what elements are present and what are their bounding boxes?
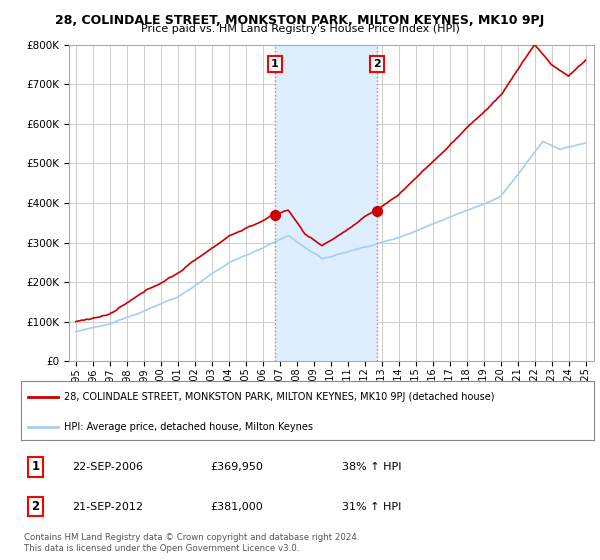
Text: £381,000: £381,000 xyxy=(210,502,263,512)
Text: 2: 2 xyxy=(373,59,381,69)
Text: HPI: Average price, detached house, Milton Keynes: HPI: Average price, detached house, Milt… xyxy=(64,422,313,432)
Text: 1: 1 xyxy=(271,59,279,69)
Text: 21-SEP-2012: 21-SEP-2012 xyxy=(73,502,143,512)
Text: 38% ↑ HPI: 38% ↑ HPI xyxy=(342,461,401,472)
Text: 28, COLINDALE STREET, MONKSTON PARK, MILTON KEYNES, MK10 9PJ: 28, COLINDALE STREET, MONKSTON PARK, MIL… xyxy=(55,14,545,27)
Text: 2: 2 xyxy=(31,500,40,513)
Bar xyxy=(275,45,377,361)
Text: Contains HM Land Registry data © Crown copyright and database right 2024.
This d: Contains HM Land Registry data © Crown c… xyxy=(24,533,359,553)
Text: 31% ↑ HPI: 31% ↑ HPI xyxy=(342,502,401,512)
Text: £369,950: £369,950 xyxy=(210,461,263,472)
Text: Price paid vs. HM Land Registry's House Price Index (HPI): Price paid vs. HM Land Registry's House … xyxy=(140,24,460,34)
Text: 22-SEP-2006: 22-SEP-2006 xyxy=(73,461,143,472)
Text: 1: 1 xyxy=(31,460,40,473)
Text: 28, COLINDALE STREET, MONKSTON PARK, MILTON KEYNES, MK10 9PJ (detached house): 28, COLINDALE STREET, MONKSTON PARK, MIL… xyxy=(64,392,494,402)
